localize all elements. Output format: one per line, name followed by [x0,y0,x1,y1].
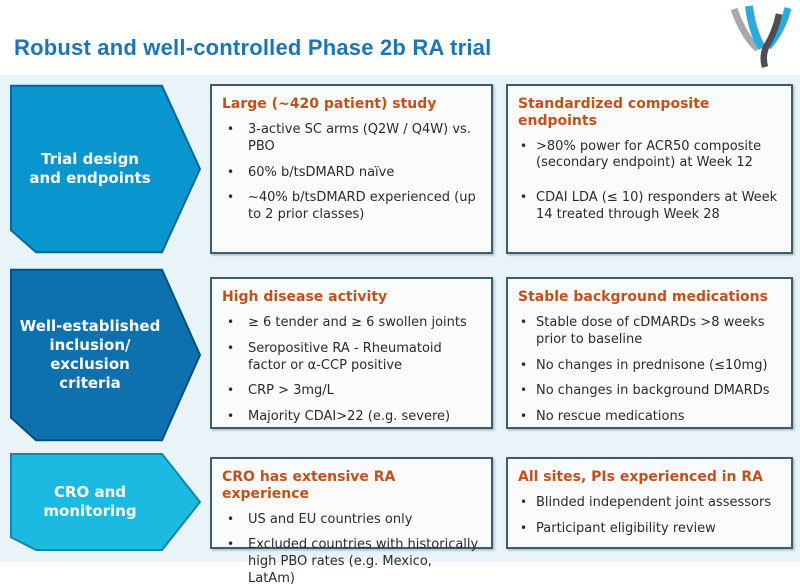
info-box-cro-experience: CRO has extensive RA experience US and E… [210,457,493,586]
slide-body: Trial design and endpoints Large (~420 p… [0,75,800,586]
bullet-item: US and EU countries only [222,512,481,529]
stage-arrow-label: Well-established inclusion/ exclusion cr… [19,316,161,393]
bullet-item: No changes in background DMARDs [518,383,781,400]
stage-arrow-trial-design: Trial design and endpoints [10,84,202,254]
bullet-item: ≥ 6 tender and ≥ 6 swollen joints [222,315,481,332]
logo-left-outer-stroke [730,7,761,52]
bullet-list: Stable dose of cDMARDs >8 weeks prior to… [518,315,781,426]
box-title: Large (~420 patient) study [222,96,437,112]
bullet-item: Blinded independent joint assessors [518,495,781,512]
bullet-item: Participant eligibility review [518,521,781,538]
logo-left-inner-stroke [745,5,766,51]
row-trial-design: Trial design and endpoints Large (~420 p… [10,84,793,254]
info-box-sites-pis: All sites, PIs experienced in RA Blinded… [506,457,793,549]
page-title: Robust and well-controlled Phase 2b RA t… [14,34,492,60]
bullet-list: US and EU countries only Excluded countri… [222,512,481,588]
bullet-item: CDAI LDA (≤ 10) responders at Week 14 tr… [518,190,781,224]
bullet-item: Majority CDAI>22 (e.g. severe) [222,409,481,426]
bullet-item: No changes in prednisone (≤10mg) [518,358,781,375]
info-box-endpoints: Standardized composite endpoints >80% po… [506,84,793,254]
bullet-item: CRP > 3mg/L [222,383,481,400]
row-inclusion-exclusion: Well-established inclusion/ exclusion cr… [10,268,793,442]
chevron-arrow-shape [11,86,200,253]
chevron-arrow-shape [11,270,200,441]
bullet-item: Seropositive RA - Rheumatoid factor or α… [222,341,481,375]
bullet-list: >80% power for ACR50 composite (secondar… [518,139,781,225]
logo-right-inner-stroke [760,13,783,68]
box-title: Stable background medications [518,289,768,305]
box-title: CRO has extensive RA experience [222,469,396,502]
bullet-item: ~40% b/tsDMARD experienced (up to 2 prio… [222,190,481,224]
bullet-item: 60% b/tsDMARD naïve [222,165,481,182]
bullet-list: ≥ 6 tender and ≥ 6 swollen joints Seropos… [222,315,481,426]
bullet-list: Blinded independent joint assessors Parti… [518,495,781,538]
stage-arrow-label: CRO and monitoring [43,482,137,520]
stage-arrow-label: Trial design and endpoints [29,149,151,187]
stage-arrow-cro-monitoring: CRO and monitoring [10,453,202,551]
box-title: All sites, PIs experienced in RA [518,469,763,485]
info-box-disease-activity: High disease activity ≥ 6 tender and ≥ 6… [210,277,493,429]
box-title: High disease activity [222,289,388,305]
chevron-arrow-shape [11,454,200,550]
bullet-list: 3-active SC arms (Q2W / Q4W) vs. PBO 60% … [222,122,481,224]
row-cro-monitoring: CRO and monitoring CRO has extensive RA … [10,453,793,586]
bullet-item: 3-active SC arms (Q2W / Q4W) vs. PBO [222,122,481,156]
bullet-item: No rescue medications [518,409,781,426]
company-logo-icon [730,5,792,68]
bullet-item: Stable dose of cDMARDs >8 weeks prior to… [518,315,781,349]
info-box-background-medications: Stable background medications Stable dos… [506,277,793,429]
bullet-item: >80% power for ACR50 composite (secondar… [518,139,781,173]
bullet-item: Excluded countries with historically hig… [222,537,481,588]
info-box-study-size: Large (~420 patient) study 3-active SC a… [210,84,493,254]
box-title: Standardized composite endpoints [518,96,710,129]
stage-arrow-inclusion-exclusion: Well-established inclusion/ exclusion cr… [10,268,202,442]
